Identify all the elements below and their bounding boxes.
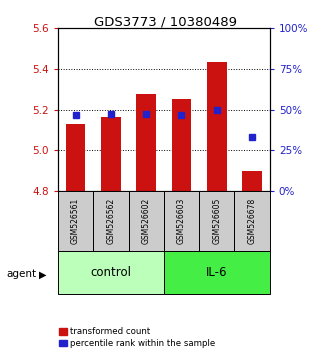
- Text: ▶: ▶: [39, 269, 47, 279]
- Text: agent: agent: [7, 269, 37, 279]
- Bar: [207, 62, 226, 191]
- Bar: [93, 191, 128, 251]
- Text: GSM526603: GSM526603: [177, 198, 186, 245]
- Bar: [66, 124, 85, 191]
- Bar: [172, 98, 191, 191]
- Text: IL-6: IL-6: [206, 266, 227, 279]
- Bar: [128, 191, 164, 251]
- Bar: [164, 191, 199, 251]
- Text: GSM526561: GSM526561: [71, 198, 80, 244]
- Text: GDS3773 / 10380489: GDS3773 / 10380489: [94, 16, 237, 29]
- Bar: [136, 95, 156, 191]
- Text: GSM526602: GSM526602: [142, 198, 151, 244]
- Text: GSM526678: GSM526678: [248, 198, 257, 244]
- Legend: transformed count, percentile rank within the sample: transformed count, percentile rank withi…: [57, 326, 217, 350]
- Bar: [101, 117, 120, 191]
- Bar: [58, 251, 164, 294]
- Bar: [58, 191, 93, 251]
- Text: GSM526562: GSM526562: [106, 198, 116, 244]
- Bar: [242, 171, 262, 191]
- Bar: [234, 191, 270, 251]
- Bar: [164, 251, 270, 294]
- Text: GSM526605: GSM526605: [212, 198, 221, 245]
- Text: control: control: [90, 266, 131, 279]
- Bar: [199, 191, 234, 251]
